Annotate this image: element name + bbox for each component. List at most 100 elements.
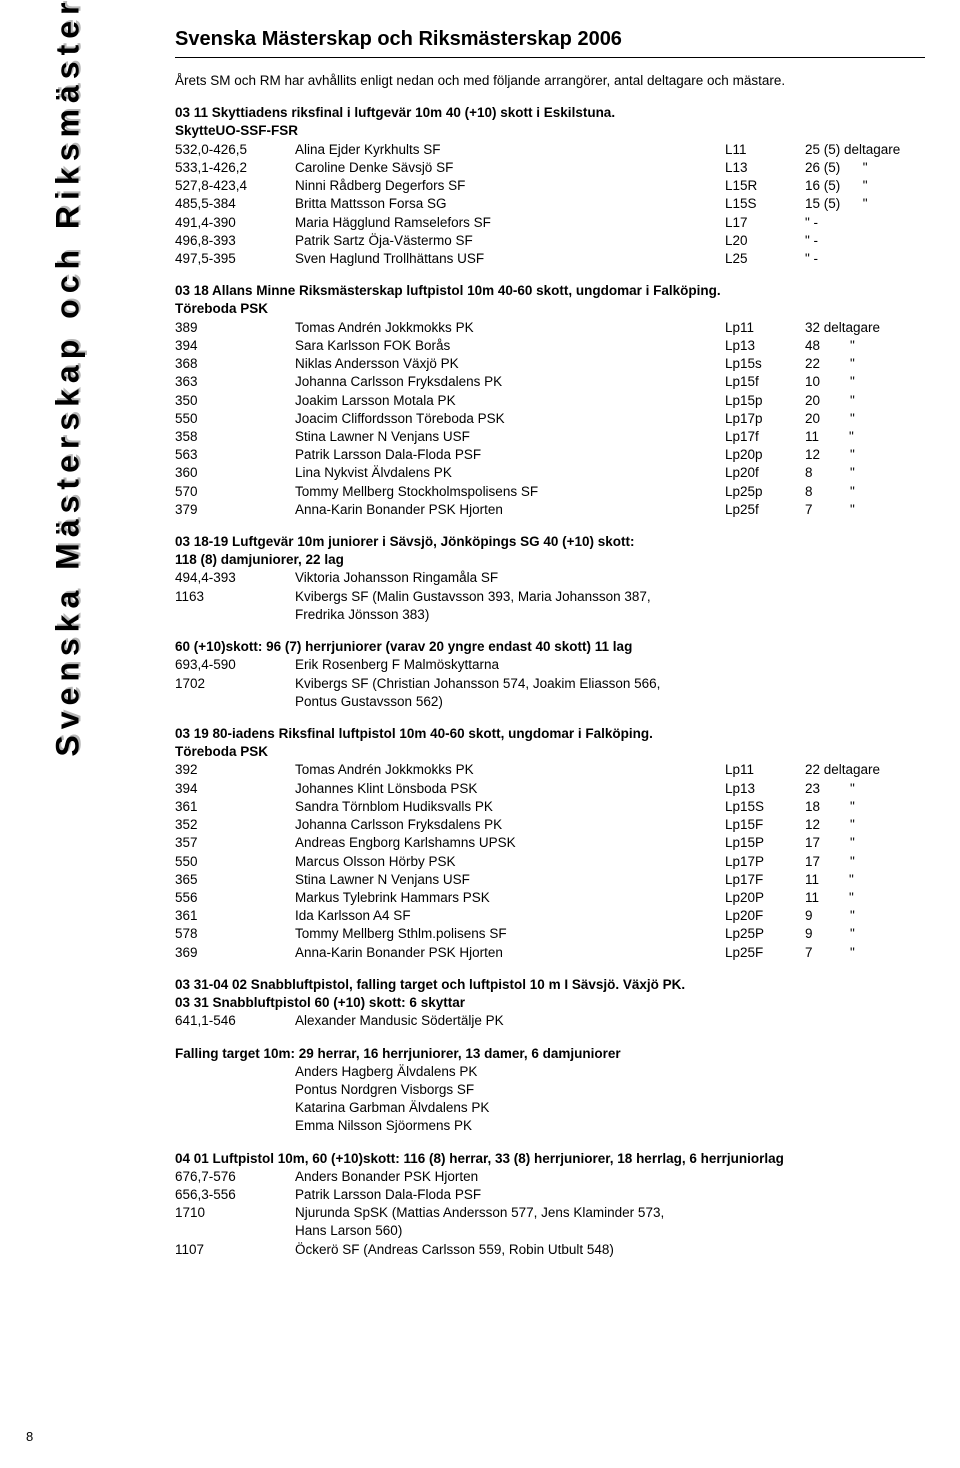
cell-name: Niklas Andersson Växjö PK xyxy=(295,355,725,373)
document-content: Svenska Mästerskap och Riksmästerskap 20… xyxy=(175,26,925,1259)
cell-name: Sandra Törnblom Hudiksvalls PK xyxy=(295,798,725,816)
cell-class: Lp15p xyxy=(725,392,805,410)
cell-class xyxy=(725,1063,805,1081)
cell-name: Katarina Garbman Älvdalens PK xyxy=(295,1099,725,1117)
table-row: Pontus Gustavsson 562) xyxy=(175,693,925,711)
cell-score: 641,1-546 xyxy=(175,1012,295,1030)
table-row: 369Anna-Karin Bonander PSK HjortenLp25F7… xyxy=(175,944,925,962)
section-3-table: 494,4-393Viktoria Johansson Ringamåla SF… xyxy=(175,569,925,624)
cell-class xyxy=(725,1186,805,1204)
cell-count: 18 " xyxy=(805,798,915,816)
cell-score: 368 xyxy=(175,355,295,373)
cell-count: 9 " xyxy=(805,907,915,925)
cell-name: Tomas Andrén Jokkmokks PK xyxy=(295,319,725,337)
cell-class xyxy=(725,1204,805,1222)
cell-score xyxy=(175,1081,295,1099)
table-row: 368Niklas Andersson Växjö PKLp15s22 " xyxy=(175,355,925,373)
table-row: 379Anna-Karin Bonander PSK HjortenLp25f7… xyxy=(175,501,925,519)
section-5-sub: Töreboda PSK xyxy=(175,743,925,761)
cell-name: Britta Mattsson Forsa SG xyxy=(295,195,725,213)
cell-class xyxy=(725,606,805,624)
cell-name: Pontus Nordgren Visborgs SF xyxy=(295,1081,725,1099)
table-row: 389Tomas Andrén Jokkmokks PKLp1132 delta… xyxy=(175,319,925,337)
cell-score: 358 xyxy=(175,428,295,446)
section-6-sub: 03 31 Snabbluftpistol 60 (+10) skott: 6 … xyxy=(175,994,925,1012)
cell-score: 361 xyxy=(175,798,295,816)
cell-score: 350 xyxy=(175,392,295,410)
cell-class xyxy=(725,1117,805,1135)
cell-class: Lp25F xyxy=(725,944,805,962)
table-row: 641,1-546Alexander Mandusic Södertälje P… xyxy=(175,1012,925,1030)
cell-class xyxy=(725,693,805,711)
cell-score: 496,8-393 xyxy=(175,232,295,250)
cell-score: 1702 xyxy=(175,675,295,693)
cell-count xyxy=(805,1222,915,1240)
cell-class: Lp20F xyxy=(725,907,805,925)
cell-count xyxy=(805,1063,915,1081)
cell-name: Caroline Denke Sävsjö SF xyxy=(295,159,725,177)
section-3-head: 03 18-19 Luftgevär 10m juniorer i Sävsjö… xyxy=(175,533,925,551)
section-5-head: 03 19 80-iadens Riksfinal luftpistol 10m… xyxy=(175,725,925,743)
cell-score: 494,4-393 xyxy=(175,569,295,587)
table-row: 532,0-426,5Alina Ejder Kyrkhults SFL1125… xyxy=(175,141,925,159)
cell-count: 15 (5) " xyxy=(805,195,915,213)
table-row: 1163Kvibergs SF (Malin Gustavsson 393, M… xyxy=(175,588,925,606)
cell-class: Lp17F xyxy=(725,871,805,889)
cell-count: 8 " xyxy=(805,464,915,482)
cell-name: Anna-Karin Bonander PSK Hjorten xyxy=(295,501,725,519)
table-row: 485,5-384Britta Mattsson Forsa SGL15S15 … xyxy=(175,195,925,213)
cell-name: Sara Karlsson FOK Borås xyxy=(295,337,725,355)
cell-class: L25 xyxy=(725,250,805,268)
cell-score: 485,5-384 xyxy=(175,195,295,213)
cell-count xyxy=(805,606,915,624)
cell-count: 11 " xyxy=(805,428,915,446)
cell-count: 7 " xyxy=(805,944,915,962)
cell-name: Maria Hägglund Ramselefors SF xyxy=(295,214,725,232)
section-2-table: 389Tomas Andrén Jokkmokks PKLp1132 delta… xyxy=(175,319,925,519)
cell-name: Joacim Cliffordsson Töreboda PSK xyxy=(295,410,725,428)
cell-class: L11 xyxy=(725,141,805,159)
section-7-head: Falling target 10m: 29 herrar, 16 herrju… xyxy=(175,1045,925,1063)
table-row: 556Markus Tylebrink Hammars PSKLp20P11 " xyxy=(175,889,925,907)
cell-count: 25 (5) deltagare xyxy=(805,141,915,159)
cell-count xyxy=(805,569,915,587)
cell-class xyxy=(725,656,805,674)
cell-score xyxy=(175,693,295,711)
section-6-table: 641,1-546Alexander Mandusic Södertälje P… xyxy=(175,1012,925,1030)
cell-name: Hans Larson 560) xyxy=(295,1222,725,1240)
table-row: 394Johannes Klint Lönsboda PSKLp1323 " xyxy=(175,780,925,798)
cell-count xyxy=(805,1168,915,1186)
cell-name: Patrik Larsson Dala-Floda PSF xyxy=(295,446,725,464)
cell-class xyxy=(725,1222,805,1240)
table-row: 360Lina Nykvist Älvdalens PKLp20f8 " xyxy=(175,464,925,482)
table-row: 550Marcus Olsson Hörby PSKLp17P17 " xyxy=(175,853,925,871)
cell-score xyxy=(175,1099,295,1117)
table-row: 533,1-426,2Caroline Denke Sävsjö SFL1326… xyxy=(175,159,925,177)
cell-name: Johannes Klint Lönsboda PSK xyxy=(295,780,725,798)
cell-name: Joakim Larsson Motala PK xyxy=(295,392,725,410)
cell-name: Kvibergs SF (Christian Johansson 574, Jo… xyxy=(295,675,725,693)
cell-score: 389 xyxy=(175,319,295,337)
cell-class xyxy=(725,1081,805,1099)
cell-class: Lp20P xyxy=(725,889,805,907)
table-row: 563Patrik Larsson Dala-Floda PSFLp20p12 … xyxy=(175,446,925,464)
table-row: 494,4-393Viktoria Johansson Ringamåla SF xyxy=(175,569,925,587)
cell-score: 394 xyxy=(175,337,295,355)
cell-name: Stina Lawner N Venjans USF xyxy=(295,428,725,446)
cell-score xyxy=(175,1063,295,1081)
cell-name: Tomas Andrén Jokkmokks PK xyxy=(295,761,725,779)
section-3-sub: 118 (8) damjuniorer, 22 lag xyxy=(175,551,925,569)
cell-count: 7 " xyxy=(805,501,915,519)
cell-class: Lp20p xyxy=(725,446,805,464)
table-row: 497,5-395Sven Haglund Trollhättans USFL2… xyxy=(175,250,925,268)
cell-count: 17 " xyxy=(805,834,915,852)
table-row: Emma Nilsson Sjöormens PK xyxy=(175,1117,925,1135)
cell-score: 365 xyxy=(175,871,295,889)
cell-class: Lp17f xyxy=(725,428,805,446)
cell-score: 352 xyxy=(175,816,295,834)
cell-name: Marcus Olsson Hörby PSK xyxy=(295,853,725,871)
table-row: 676,7-576Anders Bonander PSK Hjorten xyxy=(175,1168,925,1186)
cell-score: 533,1-426,2 xyxy=(175,159,295,177)
cell-class: L15R xyxy=(725,177,805,195)
section-1-head: 03 11 Skyttiadens riksfinal i luftgevär … xyxy=(175,104,925,122)
